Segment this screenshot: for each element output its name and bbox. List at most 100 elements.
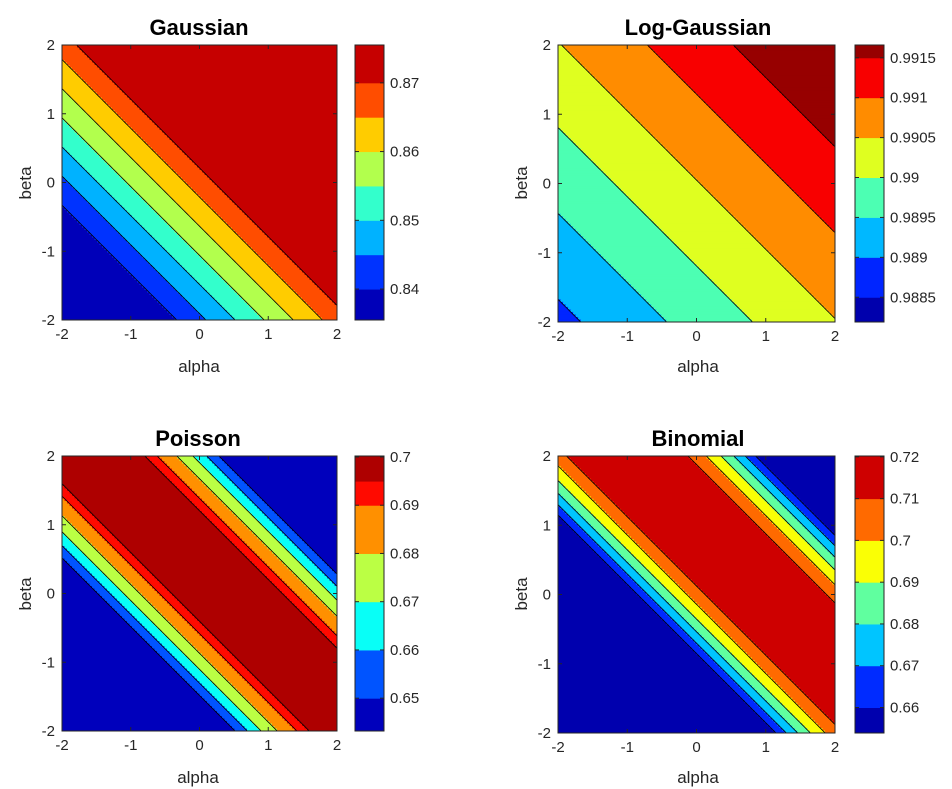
contour-band-cell [744, 665, 761, 669]
x-tick-label: 1 [264, 737, 272, 754]
contour-band-cell [299, 596, 318, 600]
contour-band-cell [739, 644, 758, 648]
contour-band-cell [332, 611, 337, 615]
contour-band-cell [558, 125, 645, 129]
contour-band-cell [691, 87, 778, 91]
contour-band-cell [117, 538, 231, 542]
contour-band-cell [157, 638, 171, 642]
contour-band-cell [613, 546, 627, 550]
contour-band-cell [159, 641, 173, 645]
contour-band-cell [734, 483, 750, 487]
contour-band-cell [259, 556, 278, 560]
contour-band-cell [829, 597, 835, 601]
contour-band-cell [247, 698, 266, 702]
contour-band-cell [812, 579, 831, 583]
contour-band-cell [62, 533, 66, 537]
contour-band-cell [287, 583, 306, 587]
contour-band-cell [769, 536, 788, 540]
contour-band-cell [724, 458, 738, 462]
contour-band-cell [219, 516, 238, 520]
contour-band-cell [214, 648, 228, 652]
contour-band-cell [558, 604, 650, 608]
contour-band-cell [154, 576, 268, 580]
contour-band-cell [721, 203, 808, 207]
contour-band-cell [102, 245, 133, 249]
contour-band-cell [102, 185, 131, 189]
contour-band-cell [563, 518, 574, 523]
contour-band-cell [714, 659, 728, 664]
contour-band-cell [62, 613, 121, 617]
contour-band-cell [704, 649, 718, 654]
contour-band-cell [817, 722, 835, 727]
contour-band-cell [558, 634, 680, 638]
contour-band-cell [92, 526, 106, 530]
contour-band-cell [704, 100, 791, 104]
contour-band-cell [565, 486, 582, 490]
contour-band-cell [204, 656, 223, 660]
contour-band-cell [174, 200, 206, 204]
contour-band-cell [217, 698, 231, 702]
contour-band-cell [239, 235, 268, 239]
contour-band-cell [782, 264, 835, 268]
y-axis-label: beta [16, 577, 35, 611]
colorbar-band [355, 553, 384, 603]
contour-band-cell [319, 568, 333, 572]
contour-band-cell [774, 473, 835, 477]
contour-band-cell [109, 591, 123, 595]
contour-band-cell [224, 461, 337, 465]
contour-band-cell [696, 617, 713, 621]
contour-band-cell [287, 255, 337, 259]
contour-band-cell [787, 720, 801, 724]
contour-band-cell [736, 692, 748, 696]
contour-band-cell [197, 165, 337, 169]
contour-band-cell [751, 148, 835, 152]
contour-band-cell [332, 641, 337, 645]
contour-band-cell [132, 601, 151, 605]
contour-band-cell [214, 297, 243, 301]
contour-band-cell [631, 284, 718, 288]
contour-band-cell [558, 140, 574, 144]
contour-band-cell [593, 75, 680, 79]
contour-band-cell [269, 506, 337, 510]
contour-band-cell [751, 62, 835, 66]
contour-band-cell [207, 262, 238, 266]
contour-band-cell [252, 513, 266, 517]
contour-band-cell [252, 561, 266, 565]
contour-band-cell [759, 715, 771, 719]
contour-band-cell [79, 531, 98, 535]
contour-band-cell [636, 203, 723, 207]
contour-band-cell [804, 554, 821, 558]
contour-band-cell [676, 632, 688, 636]
contour-band-cell [787, 486, 835, 490]
contour-band-cell [62, 240, 98, 244]
contour-band-cell [62, 541, 73, 545]
contour-band-cell [62, 300, 158, 304]
contour-band-cell [741, 662, 758, 666]
contour-band-cell [217, 638, 331, 642]
contour-band-cell [77, 220, 108, 224]
contour-band-cell [568, 456, 690, 460]
contour-band-cell [242, 723, 256, 727]
contour-band-cell [62, 553, 73, 557]
contour-band-cell [107, 588, 121, 592]
contour-band-cell [603, 491, 725, 495]
contour-band-cell [214, 463, 228, 467]
contour-band-cell [558, 133, 567, 137]
contour-band-cell [686, 168, 773, 172]
contour-band-cell [666, 571, 685, 575]
contour-band-cell [252, 501, 266, 505]
contour-band-cell [144, 200, 176, 204]
contour-band-cell [204, 673, 223, 677]
contour-band-cell [789, 695, 808, 699]
contour-band-cell [72, 127, 103, 131]
contour-band-cell [122, 603, 136, 607]
contour-band-cell [147, 260, 178, 264]
contour-band-cell [164, 307, 196, 311]
x-tick-label: 2 [831, 328, 839, 345]
contour-band-cell [558, 642, 688, 646]
contour-band-cell [207, 641, 221, 645]
contour-band-cell [259, 568, 273, 572]
contour-band-cell [134, 102, 337, 106]
contour-band-cell [62, 456, 148, 460]
contour-band-cell [174, 471, 193, 475]
